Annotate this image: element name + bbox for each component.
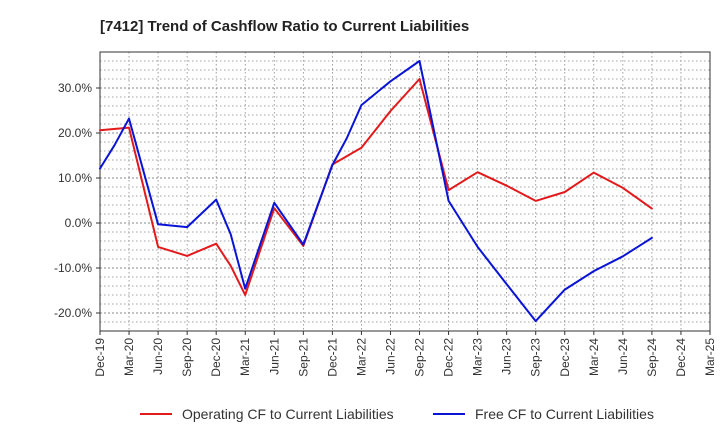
x-tick-label: Jun-20 (151, 338, 165, 375)
y-tick-label: 30.0% (58, 81, 92, 95)
x-tick-label: Mar-22 (354, 338, 368, 376)
y-tick-label: -10.0% (54, 261, 92, 275)
series-line-free-cf (99, 60, 653, 323)
x-tick-label: Dec-20 (209, 338, 223, 377)
x-tick-label: Dec-22 (442, 338, 456, 377)
x-tick-label: Sep-23 (529, 338, 543, 377)
x-tick-label: Jun-21 (267, 338, 281, 375)
series-lines (99, 60, 653, 323)
x-tick-label: Mar-20 (122, 338, 136, 376)
x-tick-label: Dec-24 (674, 338, 688, 377)
chart-title: [7412] Trend of Cashflow Ratio to Curren… (100, 18, 469, 35)
x-tick-label: Sep-20 (180, 338, 194, 377)
x-axis: Dec-19 Mar-20 Jun-20 Sep-20 Dec-20 Mar-21 Jun-… (93, 331, 717, 377)
x-tick-label: Mar-23 (471, 338, 485, 376)
plot-frame (99, 51, 711, 332)
y-tick-label: 20.0% (58, 126, 92, 140)
y-axis: -20.0% -10.0% 0.0% 10.0% 20.0% 30.0% (54, 81, 100, 320)
y-tick-label: 0.0% (65, 216, 93, 230)
x-tick-label: Sep-24 (645, 338, 659, 377)
legend: Operating CF to Current Liabilities Free … (140, 406, 654, 422)
series-line-operating-cf (99, 78, 653, 296)
y-tick-label: -20.0% (54, 306, 92, 320)
x-tick-label: Mar-25 (703, 338, 717, 376)
x-tick-label: Mar-24 (587, 338, 601, 376)
x-tick-label: Sep-21 (296, 338, 310, 377)
legend-label-free-cf: Free CF to Current Liabilities (475, 406, 654, 422)
y-tick-label: 10.0% (58, 171, 92, 185)
x-tick-label: Sep-22 (413, 338, 427, 377)
x-tick-label: Jun-24 (616, 338, 630, 375)
x-tick-label: Jun-22 (383, 338, 397, 375)
x-tick-label: Dec-19 (93, 338, 107, 377)
x-tick-label: Jun-23 (500, 338, 514, 375)
x-tick-label: Mar-21 (238, 338, 252, 376)
legend-label-operating-cf: Operating CF to Current Liabilities (182, 406, 394, 422)
x-tick-label: Dec-21 (325, 338, 339, 377)
x-tick-label: Dec-23 (558, 338, 572, 377)
